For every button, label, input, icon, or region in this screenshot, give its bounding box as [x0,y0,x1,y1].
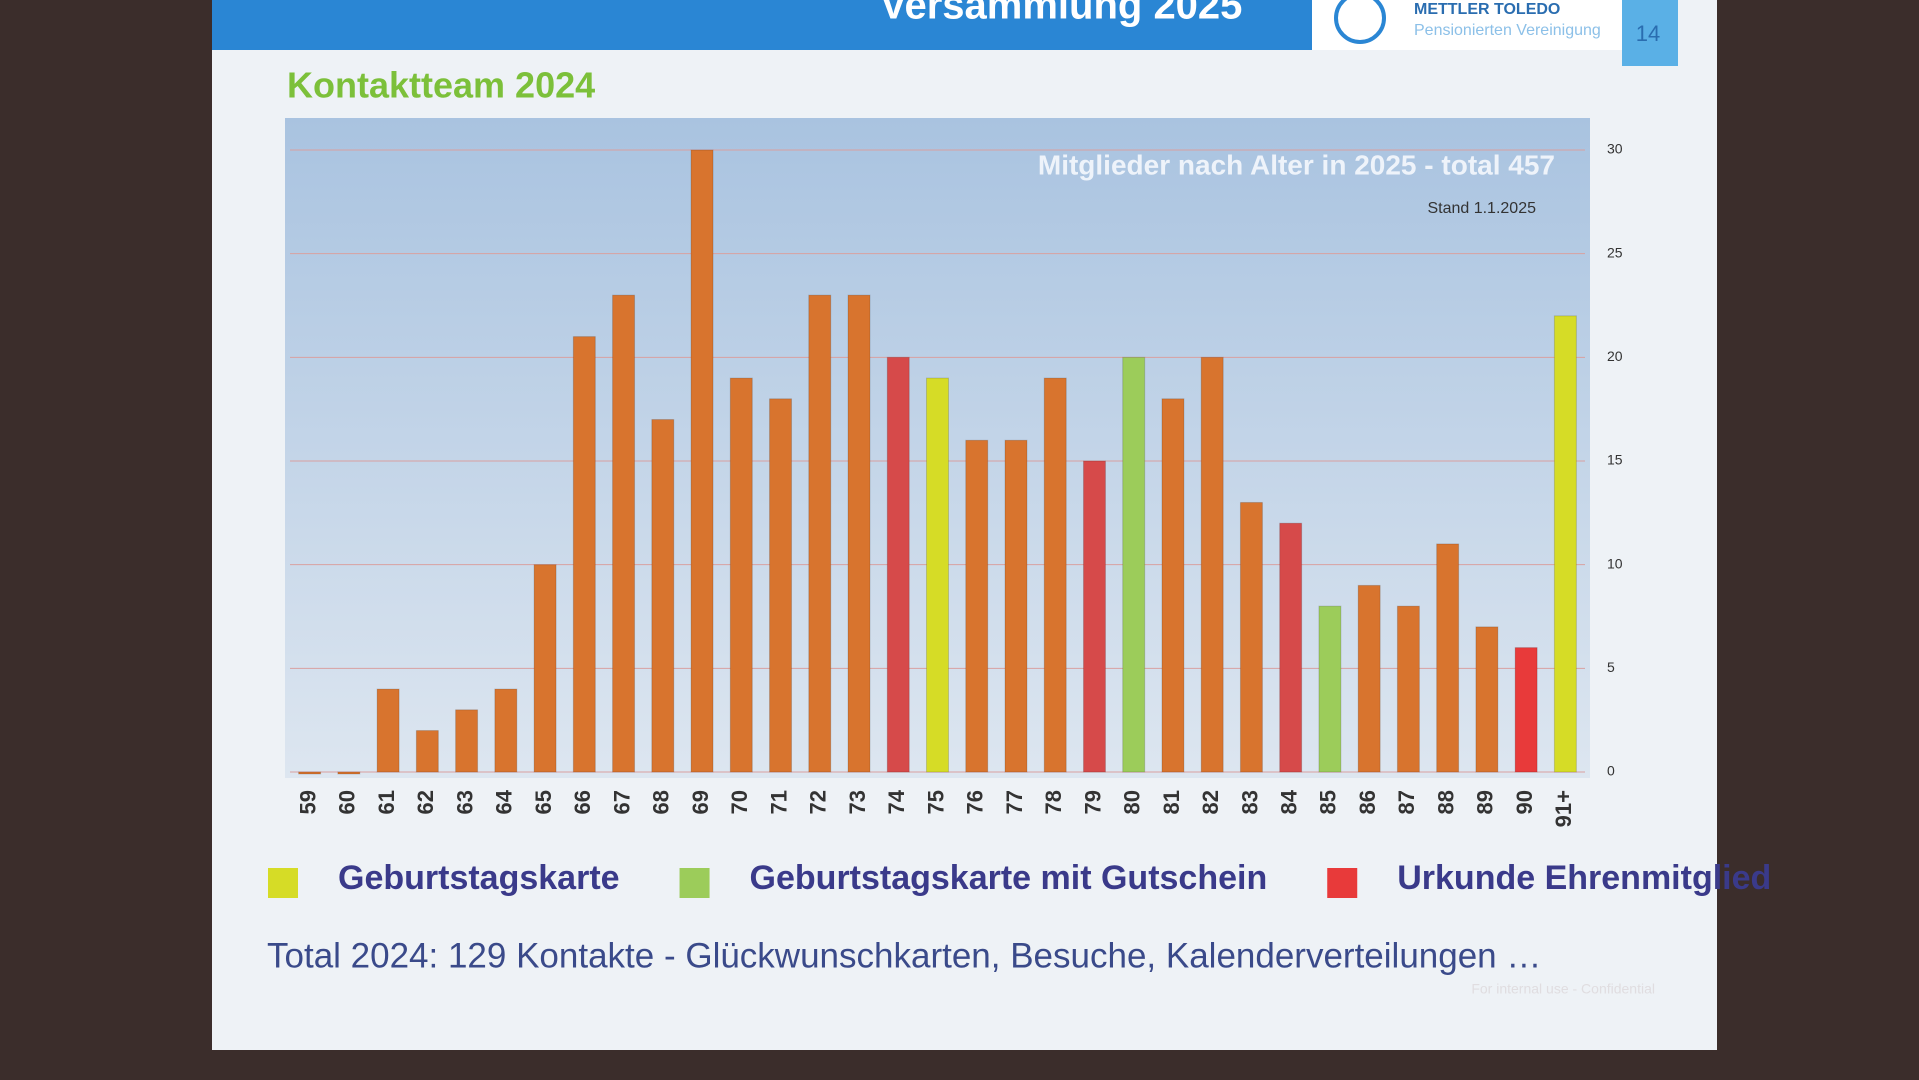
x-tick-label: 79 [1080,790,1105,814]
bar [1279,522,1303,773]
header-bar [212,0,1312,50]
x-tick-label: 68 [649,790,674,814]
bar [376,688,400,773]
bar [337,771,361,775]
legend-swatch [679,868,710,898]
x-tick-label: 70 [727,790,752,814]
x-tick-label: 78 [1041,790,1066,814]
bar [651,419,675,773]
x-tick-label: 65 [531,790,556,814]
bar [1122,356,1146,773]
x-tick-label: 86 [1355,790,1380,814]
bar [926,377,949,773]
x-tick-label: 69 [688,790,713,814]
bar [690,149,714,773]
bar [1161,398,1185,773]
logo-icon [1334,0,1386,44]
y-tick-label: 20 [1607,348,1623,364]
bar [455,709,479,773]
legend-label: Urkunde Ehrenmitglied [1397,859,1771,897]
x-tick-label: 61 [374,790,399,814]
x-tick-label: 66 [570,790,595,814]
y-tick-label: 10 [1607,555,1623,571]
bar [1357,584,1381,773]
y-tick-label: 25 [1607,244,1623,260]
legend-label: Geburtstagskarte [338,859,620,897]
x-tick-label: 87 [1394,790,1419,814]
legend-label: Geburtstagskarte mit Gutschein [750,859,1268,897]
x-tick-label: 90 [1512,790,1537,814]
bar [1318,605,1342,773]
bar [808,294,832,773]
x-tick-label: 73 [845,790,870,814]
x-tick-label: 81 [1159,790,1184,814]
y-tick-label: 5 [1607,659,1615,675]
bar [1396,605,1420,773]
bar [298,771,322,775]
bar [769,398,793,773]
x-tick-label: 75 [923,790,948,814]
x-tick-label: 67 [609,790,634,814]
bar [572,336,596,773]
bar [1004,439,1028,773]
y-tick-label: 0 [1607,763,1615,779]
header-title: Versammlung 2025 [880,0,1242,28]
bar [415,730,439,773]
footer-confidential: For internal use - Confidential [1471,981,1655,997]
y-tick-label: 15 [1607,452,1623,468]
page-number: 14 [1636,21,1660,46]
chart-title: Mitglieder nach Alter in 2025 - total 45… [1038,149,1555,180]
x-tick-label: 74 [884,789,909,814]
x-tick-label: 91+ [1551,790,1576,827]
bar [612,294,636,773]
x-tick-label: 89 [1473,790,1498,814]
x-tick-label: 71 [766,790,791,814]
x-tick-label: 88 [1433,790,1458,814]
bar [1239,501,1263,773]
bar [1043,377,1067,773]
logo-brand: METTLER TOLEDO [1414,1,1560,18]
x-tick-label: 77 [1002,790,1027,814]
bar [1200,356,1224,773]
x-tick-label: 62 [413,790,438,814]
bar [847,294,871,773]
y-tick-label: 30 [1607,141,1623,157]
x-tick-label: 82 [1198,790,1223,814]
bar [965,439,989,773]
logo-sub: Pensionierten Vereinigung [1414,22,1601,39]
x-tick-label: 63 [452,790,477,814]
bar [1436,543,1460,773]
bar [494,688,518,773]
bar [533,564,557,773]
x-tick-label: 83 [1237,790,1262,814]
footer-total: Total 2024: 129 Kontakte - Glückwunschka… [267,936,1541,975]
x-tick-label: 60 [335,790,360,814]
bar [1514,647,1538,773]
bar [1082,460,1106,773]
x-tick-label: 59 [295,790,320,814]
x-tick-label: 76 [963,790,988,814]
bar [729,377,753,773]
x-tick-label: 84 [1276,789,1301,814]
legend-swatch [1327,868,1358,898]
bar [886,356,910,773]
page-tab [1622,0,1678,66]
x-tick-label: 64 [492,789,517,814]
chart-subtitle: Stand 1.1.2025 [1427,200,1536,217]
slide-title: Kontaktteam 2024 [287,65,595,106]
bar [1475,626,1499,773]
x-tick-label: 72 [806,790,831,814]
bar [1553,315,1577,773]
x-tick-label: 80 [1120,790,1145,814]
x-tick-label: 85 [1316,790,1341,814]
legend-swatch [268,868,298,898]
